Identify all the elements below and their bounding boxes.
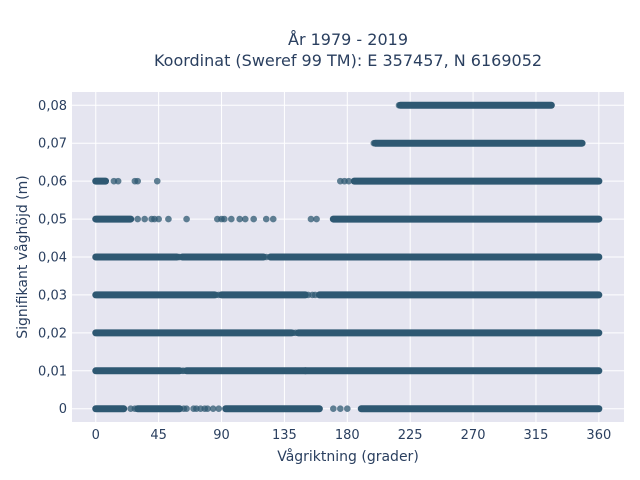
scatter-point	[134, 215, 141, 223]
x-tick-labels: 0 45 90 135 180 225 270 315 360	[92, 428, 612, 443]
x-tick-label: 270	[461, 428, 486, 443]
band-7	[370, 139, 586, 147]
y-tick-label: 0	[59, 402, 67, 417]
scatter-point	[141, 215, 148, 223]
scatter-point	[344, 405, 351, 413]
band-2	[92, 329, 603, 337]
x-tick-label: 360	[586, 428, 611, 443]
x-tick-label: 0	[92, 428, 100, 443]
scatter-point	[292, 329, 299, 337]
scatter-point	[241, 215, 249, 223]
scatter-point	[262, 253, 270, 261]
scatter-point	[250, 215, 257, 223]
scatter-point	[165, 215, 172, 223]
scatter-point	[153, 177, 161, 185]
scatter-point	[215, 405, 223, 413]
scatter-point	[345, 177, 352, 185]
scatter-point	[313, 215, 320, 223]
band-8	[395, 101, 555, 109]
scatter-point	[183, 405, 190, 413]
y-tick-label: 0,03	[38, 288, 67, 303]
chart-title-line-2: Koordinat (Sweref 99 TM): E 357457, N 61…	[154, 51, 542, 70]
scatter-point	[183, 215, 190, 223]
band-3	[92, 291, 603, 299]
y-tick-label: 0,05	[38, 213, 67, 228]
scatter-point	[204, 405, 211, 413]
band-5	[92, 215, 603, 223]
y-axis-label: Signifikant våghöjd (m)	[14, 175, 31, 338]
scatter-point	[330, 405, 337, 413]
y-tick-label: 0,02	[38, 326, 67, 341]
chart-title-line-1: År 1979 - 2019	[288, 30, 408, 49]
x-axis-label: Vågriktning (grader)	[277, 448, 419, 465]
x-tick-label: 180	[335, 428, 360, 443]
y-tick-label: 0,08	[38, 99, 67, 114]
scatter-point	[262, 215, 270, 223]
y-tick-label: 0,04	[38, 251, 67, 266]
scatter-point	[155, 215, 162, 223]
y-tick-label: 0,01	[38, 364, 67, 379]
band-1	[92, 367, 603, 375]
scatter-point	[114, 177, 122, 185]
scatter-point	[228, 215, 235, 223]
scatter-point	[269, 215, 277, 223]
x-tick-label: 315	[524, 428, 549, 443]
scatter-point	[209, 405, 217, 413]
scatter-point	[221, 215, 228, 223]
y-tick-labels: 0 0,01 0,02 0,03 0,04 0,05 0,06 0,07 0,08	[38, 99, 67, 417]
x-tick-label: 90	[213, 428, 230, 443]
band-0	[92, 405, 603, 413]
scatter-point	[337, 405, 344, 413]
scatter-point	[131, 405, 139, 413]
y-tick-label: 0,07	[38, 137, 67, 152]
x-tick-label: 45	[150, 428, 167, 443]
scatter-point	[180, 367, 188, 375]
band-4	[92, 253, 603, 261]
scatter-point	[215, 291, 223, 299]
y-tick-label: 0,06	[38, 175, 67, 190]
x-tick-label: 225	[398, 428, 423, 443]
scatter-point	[311, 291, 319, 299]
scatter-point	[134, 177, 141, 185]
scatter-point	[307, 215, 315, 223]
scatter-point	[370, 139, 378, 147]
scatter-point	[176, 253, 183, 261]
band-6	[92, 177, 603, 185]
scatter-point	[395, 101, 403, 109]
scatter-point	[236, 215, 243, 223]
x-tick-label: 135	[272, 428, 297, 443]
scatter-points	[92, 101, 603, 413]
